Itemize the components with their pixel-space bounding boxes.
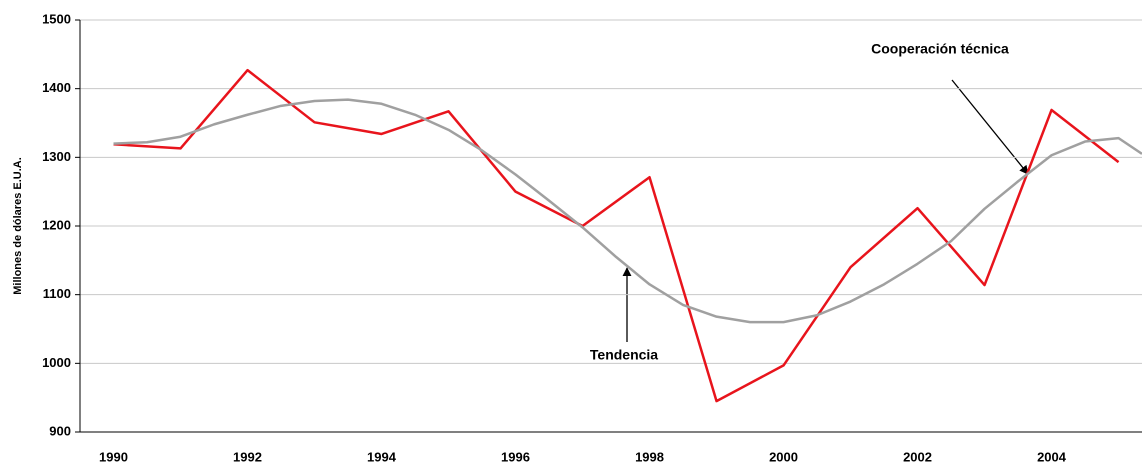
x-tick-label: 1992 xyxy=(233,449,262,464)
y-axis-label: Millones de dólares E.U.A. xyxy=(12,157,24,295)
x-tick-label: 1996 xyxy=(501,449,530,464)
annotation: Cooperación técnica xyxy=(871,41,1009,57)
x-tick-label: 1998 xyxy=(635,449,664,464)
annotation: Tendencia xyxy=(590,347,658,363)
x-tick-label: 1990 xyxy=(99,449,128,464)
series-line xyxy=(113,68,1120,403)
x-tick-label: 2004 xyxy=(1037,449,1067,464)
annotation-arrow xyxy=(951,79,1029,175)
y-tick-label: 900 xyxy=(49,423,71,438)
y-tick-label: 1400 xyxy=(42,80,71,95)
y-tick-label: 1300 xyxy=(42,149,71,164)
x-tick-label: 1994 xyxy=(367,449,397,464)
y-tick-label: 1100 xyxy=(43,286,71,301)
y-tick-label: 1500 xyxy=(42,11,71,26)
y-tick-label: 1000 xyxy=(42,355,71,370)
y-tick-label: 1200 xyxy=(42,217,71,232)
x-tick-label: 2000 xyxy=(769,449,798,464)
series-line xyxy=(113,98,1142,324)
x-tick-label: 2002 xyxy=(903,449,932,464)
